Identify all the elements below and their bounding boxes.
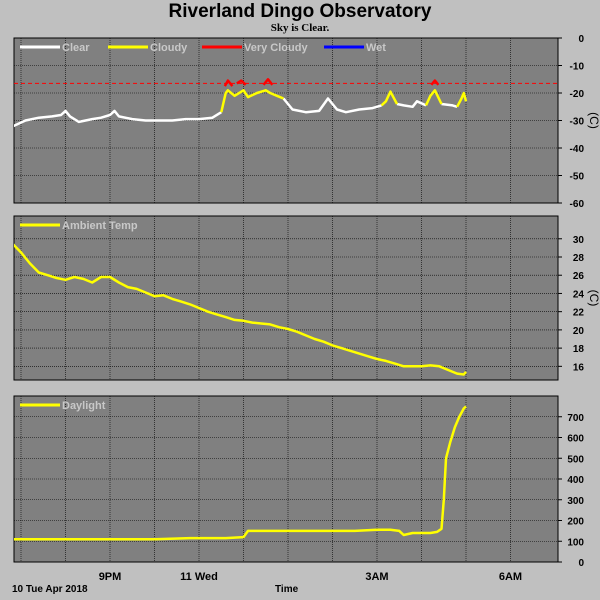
series-line-very-cloudy [430, 79, 440, 86]
y-tick-label: 600 [567, 434, 584, 445]
y-tick-label: 0 [578, 558, 584, 569]
legend-label: Cloudy [150, 42, 188, 54]
x-tick-label: 11 Wed [180, 571, 218, 583]
series-line-cloudy [424, 89, 443, 106]
y-tick-label: 28 [573, 253, 585, 264]
legend-label: Ambient Temp [62, 220, 138, 232]
y-tick-label: -20 [570, 89, 585, 100]
chart-panel-sky: 0 -10 -20 -30 -40 -50 -60 (C) Clear Cloudy Very Cl… [13, 34, 600, 210]
y-tick-label: 700 [567, 413, 584, 424]
y-tick-label: 500 [567, 454, 584, 465]
y-tick-label: 18 [573, 344, 585, 355]
y-tick-label: 16 [573, 362, 585, 373]
series-line-cloudy [220, 89, 284, 113]
y-tick-label: 30 [573, 235, 585, 246]
series-line-ambient-temp [14, 243, 467, 376]
chart-panel-ambient: 30 28 26 24 22 20 18 16 (C) Ambient Temp [13, 215, 600, 381]
series-line-daylight [14, 405, 467, 541]
legend-label: Clear [62, 42, 90, 54]
legend-label: Wet [366, 42, 386, 54]
y-tick-label: -10 [570, 62, 585, 73]
y-tick-label: -30 [570, 117, 585, 128]
y-tick-label: 100 [567, 537, 584, 548]
series-line-very-cloudy [223, 79, 234, 87]
series-line-cloudy [380, 90, 399, 107]
y-tick-label: -40 [570, 144, 585, 155]
legend-label: Very Cloudy [244, 42, 308, 54]
x-tick-label: 9PM [99, 571, 122, 583]
legend-label: Daylight [62, 400, 106, 412]
series-line-clear [441, 102, 458, 108]
series-line-cloudy [455, 91, 468, 108]
y-tick-label: 200 [567, 517, 584, 528]
y-tick-label: 24 [573, 289, 585, 300]
y-axis-label: (C) [587, 112, 600, 129]
y-tick-label: -50 [570, 172, 585, 183]
chart-panel-daylight: 700 600 500 400 300 200 100 0 Daylight 9PM 11 Wed 3… [13, 395, 584, 583]
page-subtitle: Sky is Clear. [270, 22, 330, 34]
y-axis-label: (C) [587, 290, 600, 307]
y-tick-label: 0 [578, 34, 584, 45]
x-tick-label: 6AM [499, 571, 522, 583]
series-line-clear [282, 97, 382, 114]
page-title: Riverland Dingo Observatory [168, 1, 432, 22]
y-tick-label: 400 [567, 475, 584, 486]
y-tick-label: -60 [570, 199, 585, 210]
date-label: 10 Tue Apr 2018 [12, 584, 88, 595]
y-tick-label: 26 [573, 271, 585, 282]
x-tick-label: 3AM [365, 571, 388, 583]
series-line-very-cloudy [236, 79, 247, 86]
y-tick-label: 300 [567, 496, 584, 507]
y-tick-label: 22 [573, 308, 585, 319]
series-line-clear [396, 100, 427, 109]
plot-area [13, 215, 559, 381]
series-line-clear [14, 109, 222, 128]
series-line-very-cloudy [262, 78, 274, 86]
y-tick-label: 20 [573, 326, 585, 337]
x-axis-label: Time [275, 584, 299, 595]
